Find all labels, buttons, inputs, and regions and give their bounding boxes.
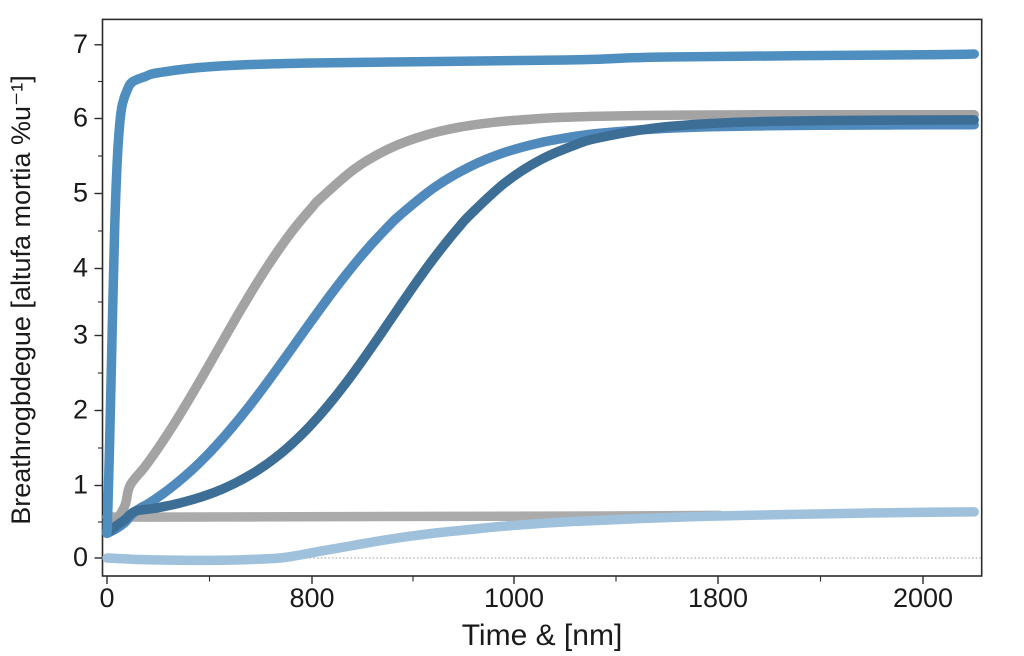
svg-text:7: 7	[73, 29, 88, 59]
svg-text:1000: 1000	[484, 583, 544, 613]
svg-text:4: 4	[73, 253, 88, 283]
svg-text:Breathrogbdegue [altufa mortia: Breathrogbdegue [altufa mortia %u⁻¹]	[6, 75, 36, 525]
svg-text:0: 0	[73, 542, 88, 572]
svg-text:2: 2	[73, 395, 88, 425]
svg-text:6: 6	[73, 103, 88, 133]
svg-text:2000: 2000	[893, 583, 953, 613]
svg-text:800: 800	[289, 583, 334, 613]
svg-text:Time & [nm]: Time & [nm]	[462, 619, 623, 652]
svg-text:1800: 1800	[688, 583, 748, 613]
svg-text:3: 3	[73, 320, 88, 350]
svg-text:5: 5	[73, 178, 88, 208]
svg-text:1: 1	[73, 470, 88, 500]
svg-text:0: 0	[99, 583, 114, 613]
